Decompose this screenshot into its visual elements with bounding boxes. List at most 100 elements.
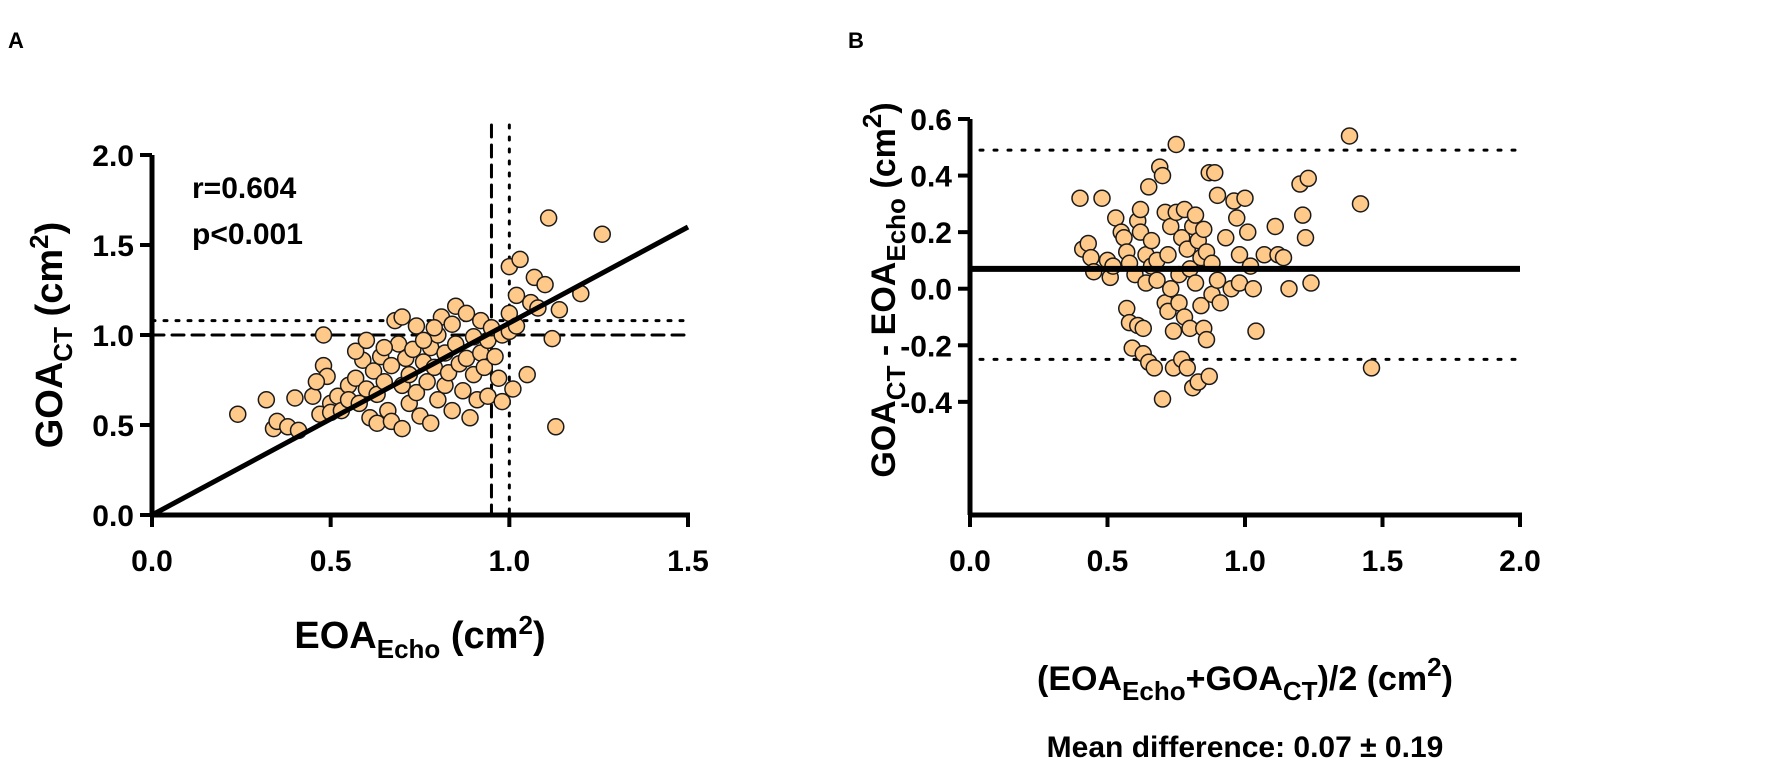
data-point [286,389,304,407]
x-tick-label-a: 1.5 [667,545,709,578]
data-point [304,387,322,405]
data-point [1247,322,1265,340]
x-tick-label-b: 1.5 [1362,545,1404,578]
data-point [457,304,476,323]
data-point [1186,274,1205,292]
data-point [1200,367,1218,386]
data-point [1239,223,1257,241]
data-point [1134,319,1152,338]
y-tick-label-b: 0.0 [910,274,952,307]
data-point [1118,299,1136,318]
scatter-plot-a: 0.0 0.5 1.0 1.5 0.0 0.5 1.0 1.5 2.0 [92,123,709,578]
data-point [511,250,529,269]
data-point [418,373,436,391]
data-point [1159,246,1177,264]
data-point [1211,294,1229,312]
data-point [593,225,611,243]
data-point [1195,220,1213,239]
data-point [1186,206,1205,224]
data-point [1131,200,1150,219]
x-tick-label-b: 0.5 [1087,545,1129,578]
data-point [314,326,333,344]
bland-altman-plot-b: 0.0 0.5 1.0 1.5 2.0 -0.4 -0.2 0.0 0.2 0.4 0.6 [900,104,1541,578]
data-point [1071,189,1089,207]
data-point [407,383,426,402]
data-point [229,405,247,423]
data-point [539,209,558,227]
y-tick-label-a: 0.0 [92,500,134,533]
x-tick-label-b: 0.0 [949,545,991,578]
data-point [1296,229,1315,247]
data-point [346,369,365,387]
data-point [1206,163,1224,182]
data-point [1299,169,1317,188]
data-point [1145,359,1163,377]
data-point [1228,209,1246,227]
data-point [1192,296,1210,315]
data-point [375,338,394,357]
y-tick-label-b: -0.2 [900,330,952,363]
data-point [1178,359,1196,377]
data-point [507,286,526,305]
y-tick-label-a: 1.5 [92,230,134,263]
data-point [257,391,276,409]
y-tick-label-b: 0.2 [910,217,952,250]
data-point [1266,217,1284,236]
data-point [486,347,504,366]
y-tick-label-a: 0.5 [92,410,134,443]
data-point [1280,279,1298,298]
data-point [364,362,383,380]
regression-line [150,224,690,518]
data-point [429,391,447,409]
correlation-r: r=0.604 [192,172,297,205]
data-point [1164,322,1183,340]
data-point [1197,330,1216,349]
data-point [414,331,433,350]
data-point [1302,274,1320,292]
data-point [1142,231,1161,250]
x-tick-label-a: 0.0 [131,545,173,578]
data-point [1140,178,1158,196]
data-point [1208,271,1227,289]
data-point [1230,246,1249,264]
data-point [1148,271,1166,289]
x-axis-label-b: (EOAEcho+GOACT)/2 (cm2) [1037,652,1453,706]
data-point [1294,206,1312,224]
data-point [493,392,511,411]
data-point [346,342,365,360]
data-point [536,275,554,294]
data-point [475,358,494,377]
data-point [1208,186,1227,205]
data-point [1217,229,1235,247]
mean-difference-caption: Mean difference: 0.07 ± 0.19 [1047,731,1444,764]
data-point [461,409,479,427]
data-point [357,331,376,350]
data-point [382,356,401,375]
y-tick-label-b: 0.6 [910,104,952,137]
y-tick-label-a: 2.0 [92,140,134,173]
data-point [504,380,522,398]
data-point [518,365,536,384]
data-point [1236,189,1254,207]
x-axis-label-a: EOAEcho (cm2) [294,610,545,664]
x-tick-label-a: 0.5 [310,545,352,578]
y-axis-label-b: GOACT - EOAEcho (cm2) [857,102,911,477]
data-point [421,414,440,432]
panel-label-b: B [848,28,864,53]
data-point [1244,279,1262,298]
data-point [1362,359,1381,377]
data-point [393,308,411,326]
y-axis-label-a: GOACT (cm2) [24,222,78,449]
x-tick-label-b: 1.0 [1224,545,1266,578]
data-point [1340,127,1359,145]
y-tick-label-b: 0.4 [910,161,952,194]
data-point [1082,248,1100,267]
x-tick-label-b: 2.0 [1499,545,1541,578]
data-point [543,329,561,348]
data-point [393,419,411,438]
data-point [1079,234,1097,253]
correlation-p: p<0.001 [192,218,303,251]
data-point [1167,135,1185,154]
data-point [454,382,472,400]
